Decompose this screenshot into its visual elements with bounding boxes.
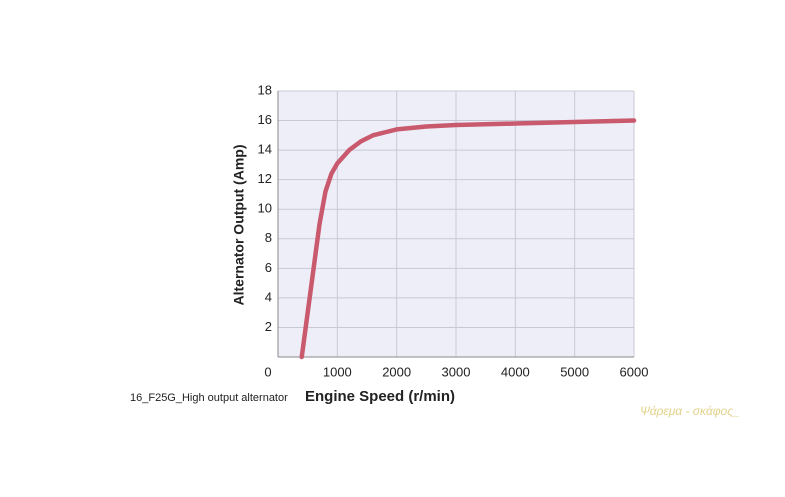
y-tick-label: 14 <box>258 142 272 157</box>
x-tick-label: 6000 <box>620 364 649 379</box>
x-axis-title: Engine Speed (r/min) <box>305 388 455 405</box>
y-tick-label: 6 <box>265 260 272 275</box>
watermark: Ψάρεμα - σκάφος_ <box>640 404 740 418</box>
y-tick-label: 4 <box>265 289 272 304</box>
x-tick-label: 0 <box>264 364 271 379</box>
y-tick-label: 16 <box>258 112 272 127</box>
y-axis-title: Alternator Output (Amp) <box>231 145 247 306</box>
x-tick-label: 5000 <box>560 364 589 379</box>
x-tick-label: 1000 <box>323 364 352 379</box>
data-line <box>299 118 637 360</box>
x-tick-label: 2000 <box>382 364 411 379</box>
y-tick-label: 2 <box>265 319 272 334</box>
x-tick-label: 4000 <box>501 364 530 379</box>
x-tick-label: 3000 <box>442 364 471 379</box>
caption: 16_F25G_High output alternator <box>130 392 288 404</box>
y-tick-label: 10 <box>258 201 272 216</box>
y-tick-label: 8 <box>265 230 272 245</box>
y-tick-label: 12 <box>258 171 272 186</box>
y-tick-label: 18 <box>258 82 272 97</box>
